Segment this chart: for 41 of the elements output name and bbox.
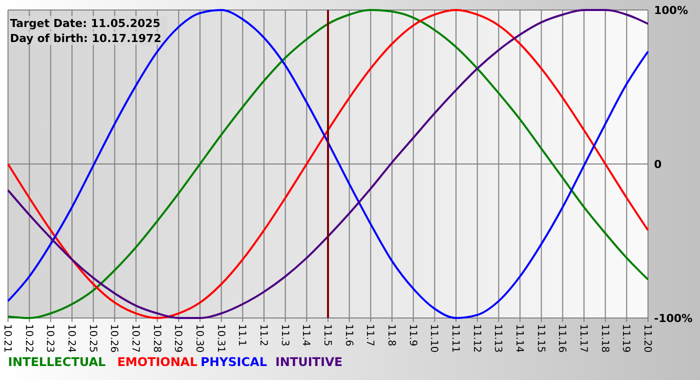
x-tick-label: 10.30 [194, 324, 204, 353]
x-tick-label: 10.24 [66, 324, 76, 353]
x-tick-label: 11.9 [406, 324, 418, 346]
x-tick-label: 11.5 [322, 324, 332, 346]
y-tick-label: 100% [654, 4, 688, 17]
x-tick-label: 10.31 [214, 324, 226, 353]
x-tick-label: 11.11 [450, 324, 460, 353]
x-tick-label: 11.19 [620, 324, 632, 353]
annotation: Target Date: 11.05.2025 [10, 17, 160, 30]
x-tick-label: 11.17 [578, 324, 588, 353]
y-tick-label: 0 [654, 158, 662, 171]
text: PHYSICAL [200, 355, 268, 369]
x-tick-label: 10.21 [2, 324, 12, 353]
x-tick-label: 10.28 [150, 324, 162, 353]
x-tick-label: 11.3 [278, 324, 290, 346]
x-tick-label: 11.10 [428, 324, 440, 353]
x-tick-label: 11.13 [492, 324, 504, 353]
x-tick-label: 10.26 [108, 324, 120, 353]
x-tick-label: 11.12 [470, 324, 482, 353]
text: INTUITIVE [275, 355, 342, 369]
x-tick-label: 11.4 [300, 324, 312, 346]
text: INTELLECTUAL [8, 355, 106, 369]
x-tick-label: 11.1 [236, 324, 248, 346]
x-tick-label: 11.14 [514, 324, 524, 353]
x-tick-label: 10.27 [130, 324, 140, 353]
text: EMOTIONAL [117, 355, 198, 369]
x-tick-label: 11.15 [534, 324, 546, 353]
x-tick-label: 11.6 [342, 324, 354, 346]
x-tick-label: 10.25 [86, 324, 98, 353]
x-tick-label: 11.16 [556, 324, 568, 353]
x-tick-label: 11.7 [364, 324, 376, 346]
x-tick-label: 10.23 [44, 324, 56, 353]
y-tick-label: -100% [654, 312, 693, 325]
x-tick-label: 10.22 [22, 324, 34, 353]
x-tick-label: 10.29 [172, 324, 184, 353]
line-series [7, 9, 649, 319]
x-tick-label: 11.18 [598, 324, 610, 353]
x-tick-label: 11.8 [386, 324, 396, 346]
x-tick-label: 11.20 [642, 324, 652, 353]
annotation: Day of birth: 10.17.1972 [10, 32, 162, 45]
x-tick-label: 11.2 [258, 324, 268, 346]
